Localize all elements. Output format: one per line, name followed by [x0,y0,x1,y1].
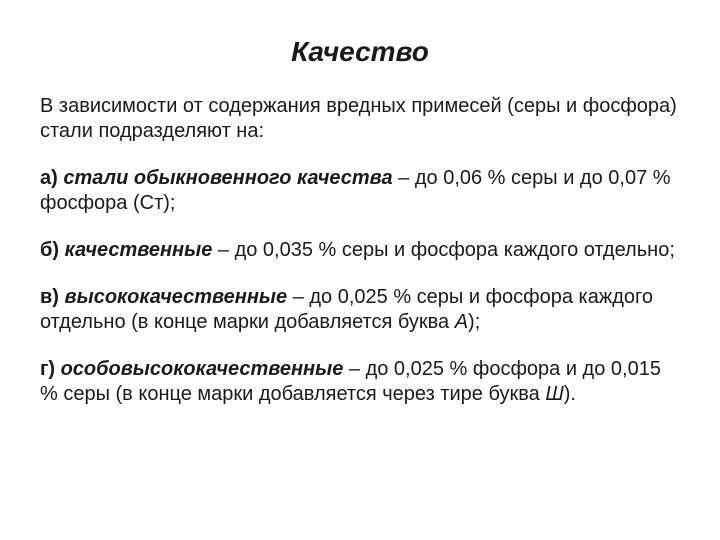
item-b: б) качественные – до 0,035 % серы и фосф… [40,238,680,263]
item-a: а) стали обыкновенного качества – до 0,0… [40,166,680,216]
item-d: г) особовысококачественные – до 0,025 % … [40,357,680,407]
item-b-marker: б) [40,239,59,261]
item-d-marker: г) [40,358,55,380]
item-a-marker: а) [40,167,58,189]
item-c-tail-post: ); [468,311,480,333]
item-d-name: особовысококачественные [61,358,344,380]
item-c: в) высококачественные – до 0,025 % серы … [40,285,680,335]
item-c-marker: в) [40,286,59,308]
item-d-ref: Ш [545,383,563,405]
item-b-tail: – до 0,035 % серы и фосфора каждого отде… [218,239,675,261]
title: Качество [40,36,680,68]
item-c-name: высококачественные [65,286,288,308]
intro-text: В зависимости от содержания вредных прим… [40,94,680,144]
item-c-ref: А [455,311,468,333]
slide: Качество В зависимости от содержания вре… [0,0,720,540]
item-d-tail-post: ). [564,383,576,405]
item-b-name: качественные [65,239,213,261]
item-a-name: стали обыкновенного качества [63,167,392,189]
